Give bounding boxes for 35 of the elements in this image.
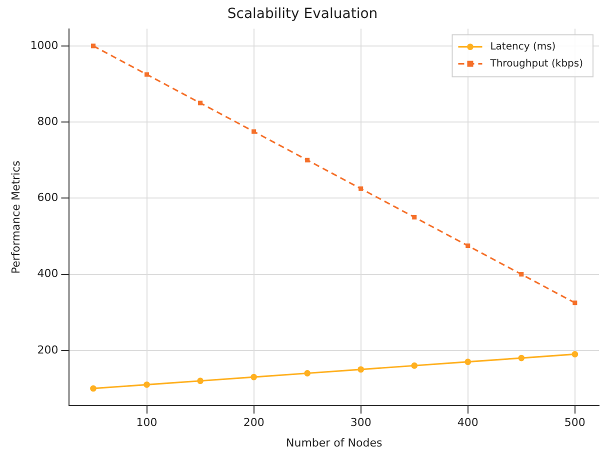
point	[144, 381, 150, 388]
point	[412, 214, 417, 220]
x-tick-label: 400	[457, 416, 478, 430]
point	[358, 186, 364, 191]
point	[411, 362, 418, 369]
legend-label: Throughput (kbps)	[489, 58, 584, 70]
point	[519, 272, 524, 277]
point	[198, 100, 203, 106]
point	[572, 300, 578, 306]
y-tick-label: 400	[37, 267, 58, 280]
y-tick-label: 800	[37, 114, 58, 128]
point	[90, 385, 96, 392]
x-tick-label: 500	[564, 416, 586, 430]
point	[144, 72, 150, 77]
y-tick-label: 200	[37, 343, 58, 356]
chart-title: Scalability Evaluation	[227, 6, 378, 22]
y-tick-label: 1000	[30, 38, 58, 52]
y-axis-title: Performance Metrics	[9, 160, 22, 274]
legend-label: Latency (ms)	[490, 41, 556, 52]
point	[518, 354, 525, 362]
point	[358, 366, 364, 373]
x-tick-label: 100	[136, 416, 158, 430]
x-tick-label: 200	[243, 416, 264, 430]
point	[304, 370, 311, 376]
point	[250, 374, 258, 380]
point	[252, 129, 256, 134]
x-tick-label: 300	[350, 416, 372, 430]
point	[305, 158, 310, 162]
point	[464, 358, 472, 366]
point	[466, 243, 470, 248]
y-tick-label: 600	[37, 191, 58, 204]
point	[572, 351, 578, 358]
point	[197, 378, 204, 384]
x-axis-title: Number of Nodes	[286, 436, 382, 450]
point	[91, 44, 96, 48]
